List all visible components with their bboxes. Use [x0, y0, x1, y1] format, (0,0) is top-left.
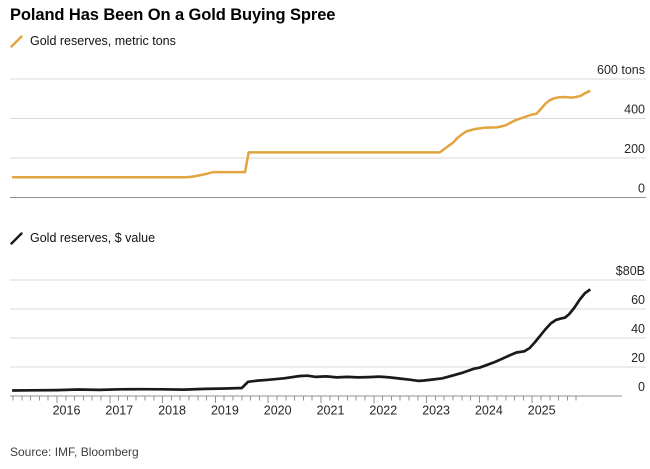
gold-value-chart: 2016 2017 2018 2019 2020 2021 2022 2023 2024 2025… — [10, 264, 646, 418]
x-axis-label: 2024 — [475, 404, 503, 418]
x-axis-label: 2022 — [369, 404, 397, 418]
x-axis-label: 2018 — [158, 404, 186, 418]
legend-dollar-value: Gold reserves, $ value — [10, 231, 155, 245]
y-axis-label: 400 — [624, 103, 645, 117]
y-axis-label: 0 — [638, 182, 645, 196]
x-axis-label: 2020 — [264, 404, 292, 418]
x-axis-label: 2016 — [53, 404, 81, 418]
y-axis-label: 200 — [624, 142, 645, 156]
y-axis-label: 60 — [631, 293, 645, 307]
gold-tons-chart: 0 200 400 600 tons — [10, 63, 646, 199]
x-axis-label: 2025 — [528, 404, 556, 418]
x-axis-label: 2017 — [105, 404, 133, 418]
source-note: Source: IMF, Bloomberg — [10, 445, 139, 459]
y-axis-label: $80B — [616, 264, 645, 278]
legend-dollar-value-label: Gold reserves, $ value — [30, 231, 156, 245]
gold-line-swatch-icon — [10, 34, 23, 48]
gridlines — [10, 78, 646, 199]
black-line-swatch-icon — [10, 231, 23, 245]
x-axis-label: 2021 — [317, 404, 345, 418]
y-axis-label: 20 — [631, 351, 645, 365]
x-axis: 2016 2017 2018 2019 2020 2021 2022 2023 2024 2025 — [12, 396, 577, 418]
x-axis-label: 2023 — [422, 404, 450, 418]
x-axis-label: 2019 — [211, 404, 239, 418]
legend-metric-tons: Gold reserves, metric tons — [10, 34, 176, 48]
y-axis-label: 40 — [631, 322, 645, 336]
gold-tons-series-line — [12, 89, 591, 179]
gold-value-series-line — [12, 288, 592, 392]
y-axis-label: 600 tons — [597, 63, 645, 77]
y-axis-label: 0 — [638, 380, 645, 394]
chart-title: Poland Has Been On a Gold Buying Spree — [10, 6, 336, 24]
gridlines — [10, 279, 646, 397]
legend-metric-tons-label: Gold reserves, metric tons — [30, 34, 176, 48]
